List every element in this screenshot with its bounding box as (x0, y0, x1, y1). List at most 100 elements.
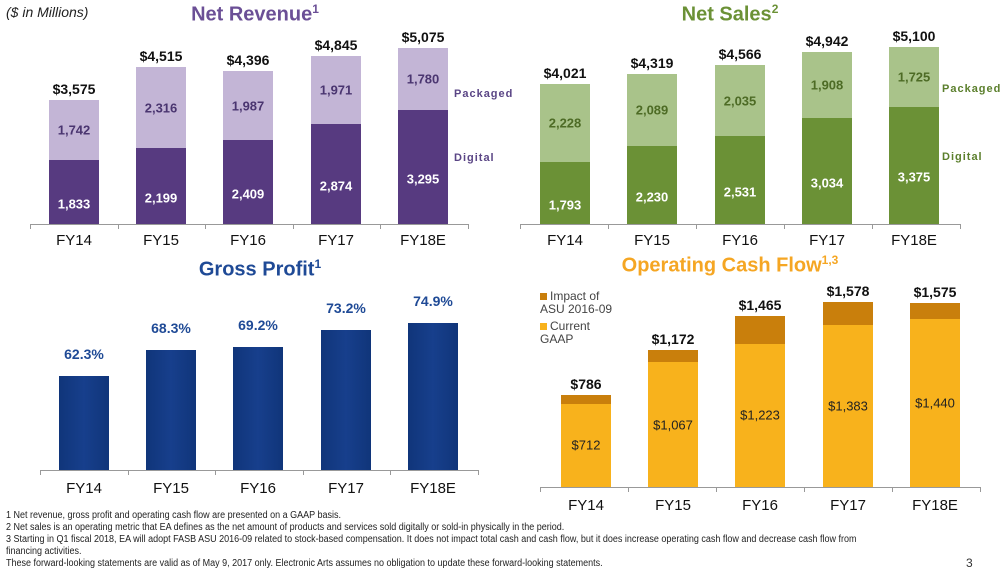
segment-label: 1,793 (548, 197, 582, 213)
x-axis-tick (380, 224, 382, 229)
bar-current-gaap-FY14 (561, 403, 611, 487)
bar-current-gaap-FY16 (735, 343, 785, 487)
legend-item: Current GAAP (540, 320, 620, 346)
total-label: $1,172 (651, 330, 695, 347)
chart-title: Gross Profit1 (199, 257, 321, 282)
data-label: 74.9% (413, 292, 453, 309)
segment-label: 2,228 (548, 115, 582, 131)
total-label: $4,845 (314, 36, 358, 53)
x-tick-label: FY17 (830, 497, 866, 514)
x-axis-tick (40, 470, 41, 475)
bar-FY16 (233, 346, 283, 470)
x-tick-label: FY17 (809, 232, 845, 249)
segment-label: 3,034 (810, 175, 844, 191)
legend-swatch (540, 323, 547, 330)
x-axis (520, 224, 960, 225)
bar-digital-FY16 (715, 135, 765, 224)
page-number: 3 (966, 556, 973, 570)
segment-label: 2,409 (231, 186, 265, 202)
bar-digital-FY15 (136, 147, 186, 224)
x-axis-tick (892, 487, 893, 492)
x-axis-tick (302, 470, 304, 475)
segment-label: 1,987 (231, 98, 265, 114)
chart-title-text: Net Revenue (191, 3, 313, 26)
x-axis-tick (520, 224, 521, 229)
bar-packaged-FY16 (223, 71, 273, 141)
bar-digital-FY18E (889, 106, 939, 224)
segment-label: 2,316 (144, 100, 178, 115)
segment-label: 2,874 (319, 178, 353, 194)
segment-label: 1,780 (406, 71, 440, 87)
x-tick-label: FY16 (742, 497, 778, 514)
legend-label-packaged: Packaged (454, 88, 514, 100)
x-axis-tick (205, 224, 207, 229)
total-label: $3,575 (52, 80, 96, 97)
x-axis-tick (127, 470, 129, 475)
footnotes: 1 Net revenue, gross profit and operatin… (6, 510, 870, 570)
unit-label: ($ in Millions) (6, 4, 89, 20)
x-tick-label: FY18E (891, 232, 937, 249)
total-label: $4,942 (805, 33, 849, 50)
x-tick-label: FY17 (328, 480, 364, 497)
x-tick-label: FY14 (56, 232, 92, 249)
x-axis-tick (390, 470, 392, 475)
bar-digital-FY14 (49, 160, 99, 224)
segment-label: 2,089 (635, 102, 669, 118)
x-axis-tick (804, 487, 805, 492)
bar-packaged-FY14 (49, 99, 99, 161)
legend-label: Current GAAP (540, 319, 591, 346)
bar-packaged-FY17 (311, 55, 361, 125)
x-axis-tick (980, 487, 981, 492)
title-footnote-ref: 2 (771, 2, 779, 16)
bar-FY15 (146, 350, 196, 470)
total-label: $1,465 (738, 296, 782, 313)
segment-label: 2,531 (723, 184, 757, 200)
data-label: 73.2% (326, 299, 366, 316)
x-tick-label: FY18E (912, 497, 958, 514)
title-footnote-ref: 1 (312, 2, 319, 16)
footnote-3: 3 Starting in Q1 fiscal 2018, EA will ad… (6, 534, 857, 557)
legend-label-packaged: Packaged (942, 83, 1000, 95)
segment-label: $1,223 (740, 407, 780, 423)
bar-impact-of-asu-2016-09-FY18E (910, 302, 960, 319)
segment-label: 3,295 (406, 171, 440, 187)
chart-title: Net Revenue1 (191, 2, 319, 27)
bar-impact-of-asu-2016-09-FY17 (823, 302, 873, 326)
bar-digital-FY15 (627, 146, 677, 224)
x-axis-tick (30, 224, 31, 229)
bar-packaged-FY18E (398, 47, 448, 110)
x-axis-tick (215, 470, 217, 475)
bar-packaged-FY14 (540, 84, 590, 162)
legend-swatch (540, 293, 547, 300)
bar-current-gaap-FY18E (910, 318, 960, 487)
bar-impact-of-asu-2016-09-FY14 (561, 395, 611, 404)
x-tick-label: FY15 (143, 232, 179, 249)
total-label: $1,575 (913, 283, 957, 300)
data-label: 69.2% (238, 316, 278, 333)
x-axis-tick (468, 224, 469, 229)
segment-label: $712 (571, 437, 601, 453)
bar-digital-FY14 (540, 161, 590, 224)
chart-title-text: Operating Cash Flow (621, 254, 822, 277)
bar-digital-FY16 (223, 140, 273, 224)
segment-label: 2,199 (144, 190, 178, 206)
chart-title-text: Net Sales (681, 3, 772, 26)
chart-title: Net Sales2 (682, 2, 779, 27)
title-footnote-ref: 1,3 (821, 253, 839, 267)
x-tick-label: FY15 (153, 480, 189, 497)
total-label: $786 (570, 376, 602, 393)
x-axis-tick (960, 224, 961, 229)
legend-label: Impact of ASU 2016-09 (540, 289, 613, 316)
bar-FY18E (408, 322, 458, 470)
legend-label-digital: Digital (454, 152, 495, 164)
x-axis (30, 224, 468, 225)
legend-item: Impact of ASU 2016-09 (540, 290, 620, 316)
bar-packaged-FY15 (136, 67, 186, 148)
total-label: $5,100 (892, 27, 936, 44)
x-tick-label: FY16 (722, 232, 758, 249)
x-tick-label: FY14 (66, 480, 102, 497)
segment-label: 2,035 (723, 93, 757, 108)
x-tick-label: FY16 (240, 480, 276, 497)
total-label: $4,021 (543, 65, 587, 82)
